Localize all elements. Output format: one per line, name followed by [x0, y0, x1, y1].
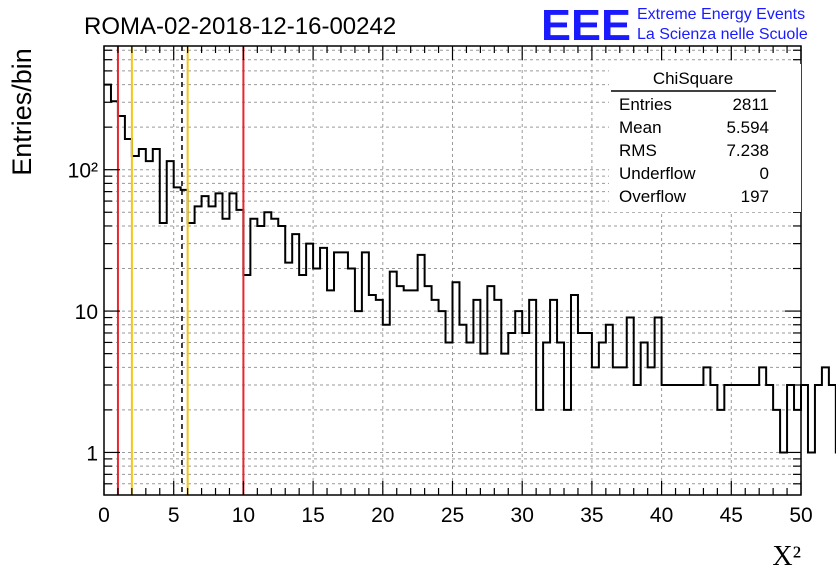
stats-label-rms: RMS — [619, 141, 657, 160]
x-tick-label: 25 — [441, 504, 464, 527]
x-tick-label: 50 — [789, 504, 812, 527]
eee-logo-line1: Extreme Energy Events — [637, 6, 805, 23]
y-tick-label: 1 — [86, 442, 98, 465]
stats-value-overflow: 197 — [741, 187, 769, 206]
x-tick-label: 0 — [98, 504, 110, 527]
axes: 0 5 10 15 20 25 30 35 40 45 50 1 10 10² — [68, 45, 813, 527]
x-tick-label: 30 — [511, 504, 534, 527]
stats-box: ChiSquare Entries 2811 Mean 5.594 RMS 7.… — [609, 64, 801, 212]
x-tick-label: 5 — [168, 504, 180, 527]
stats-value-entries: 2811 — [732, 95, 769, 114]
x-axis-label: X² — [772, 541, 801, 572]
histogram-step-line — [104, 83, 836, 454]
y-tick-label: 10 — [75, 301, 98, 324]
stats-label-mean: Mean — [619, 118, 662, 137]
histogram — [104, 83, 836, 454]
stats-label-underflow: Underflow — [619, 164, 696, 183]
x-tick-label: 15 — [301, 504, 324, 527]
x-tick-label: 45 — [720, 504, 743, 527]
x-tick-label: 10 — [232, 504, 255, 527]
stats-value-mean: 5.594 — [726, 118, 769, 137]
stats-box-background — [609, 64, 801, 212]
stats-value-underflow: 0 — [760, 164, 769, 183]
stats-value-rms: 7.238 — [726, 141, 769, 160]
eee-logo-line2: La Scienza nelle Scuole — [637, 26, 808, 43]
stats-label-overflow: Overflow — [619, 187, 687, 206]
y-tick-label: 10² — [68, 160, 98, 183]
eee-logo-letters: EEE — [541, 1, 631, 50]
chart-title: ROMA-02-2018-12-16-00242 — [84, 13, 396, 40]
x-tick-label: 40 — [650, 504, 673, 527]
stats-label-entries: Entries — [619, 95, 672, 114]
marker-lines — [116, 46, 245, 495]
x-tick-label: 20 — [371, 504, 394, 527]
y-axis-label: Entries/bin — [7, 48, 37, 176]
eee-logo: EEE Extreme Energy Events La Scienza nel… — [541, 1, 808, 50]
x-tick-label: 35 — [580, 504, 603, 527]
stats-box-title: ChiSquare — [653, 69, 733, 88]
